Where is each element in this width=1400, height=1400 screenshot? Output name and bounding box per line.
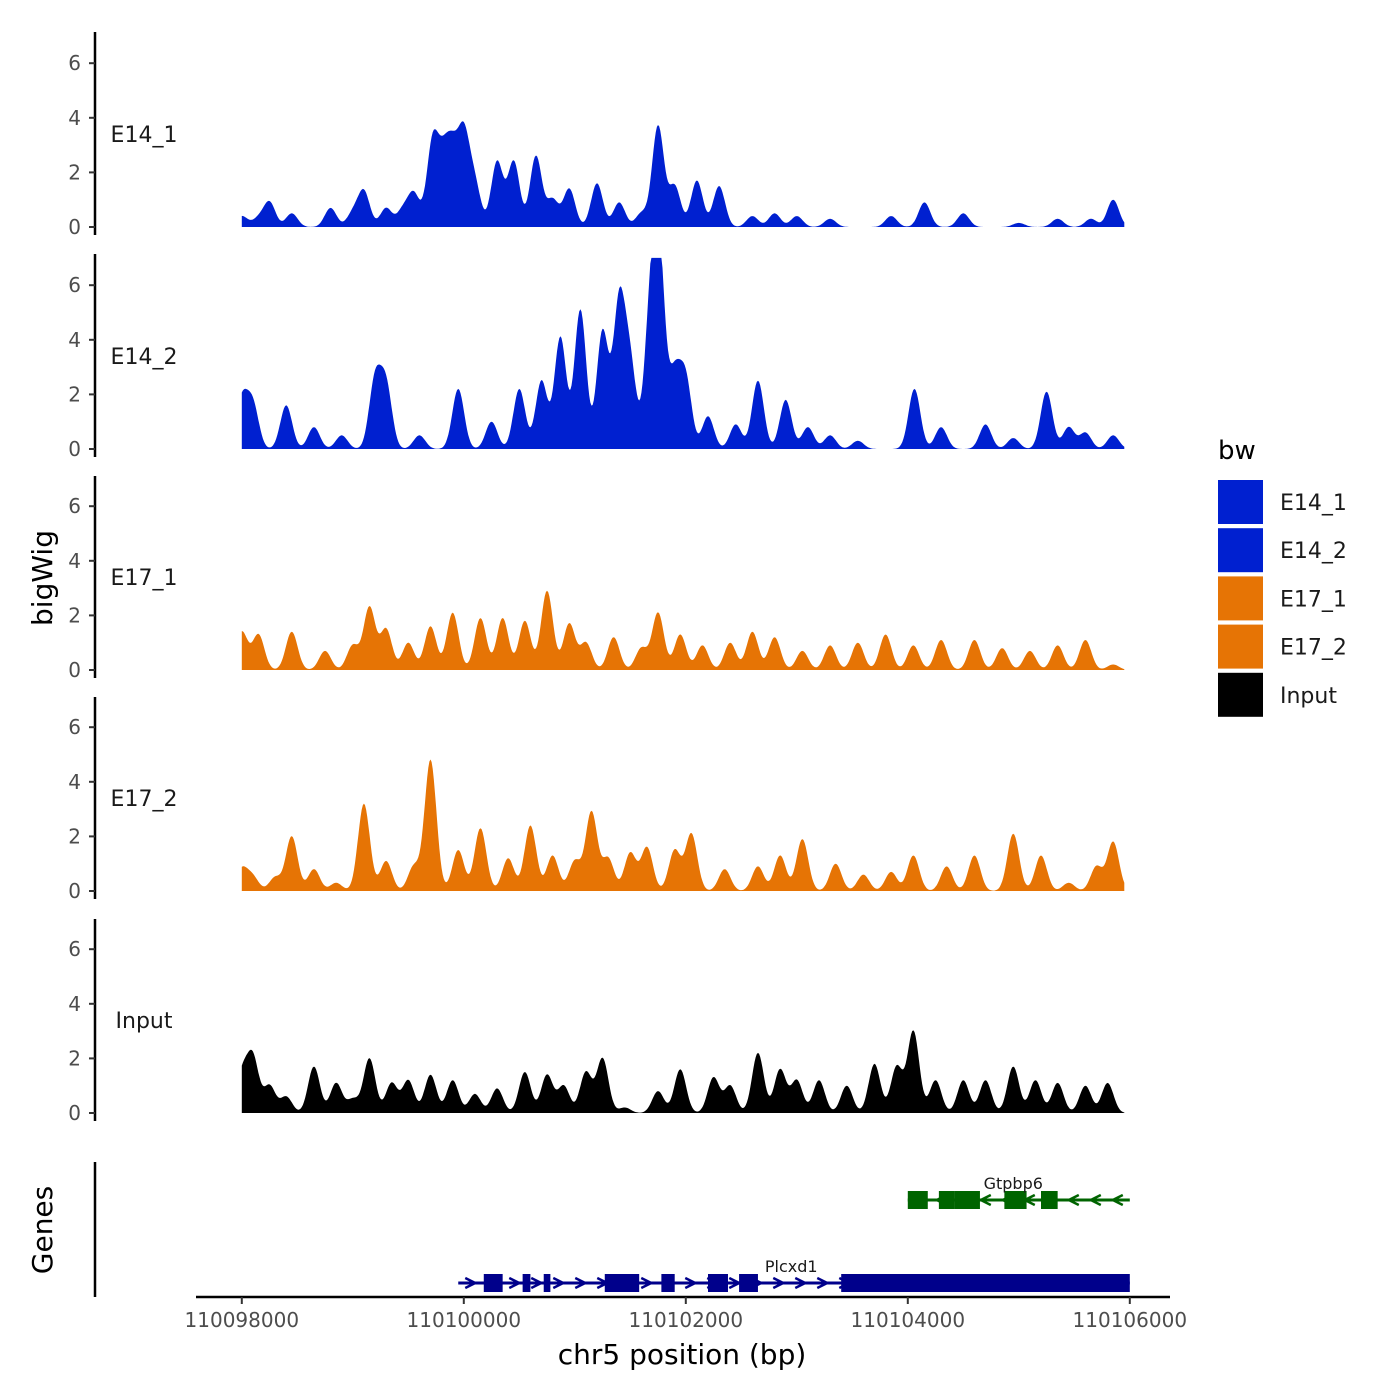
track-label-E17_1: E17_1 xyxy=(111,566,178,591)
y-tick-label: 6 xyxy=(68,715,81,739)
y-tick-label: 0 xyxy=(68,1101,81,1125)
strand-chevron xyxy=(794,1276,809,1290)
strand-chevron xyxy=(508,1276,523,1290)
gene-track: Gtpbp6 Plcxd1 xyxy=(93,1162,1130,1297)
strand-chevron xyxy=(1088,1193,1102,1207)
y-axis-title: bigWig xyxy=(26,530,59,626)
track-label-E14_2: E14_2 xyxy=(111,345,178,370)
gene-exon xyxy=(543,1274,551,1292)
signal-area-E17_1 xyxy=(241,590,1125,670)
strand-chevron xyxy=(1066,1193,1080,1207)
legend-swatch-E17_1 xyxy=(1218,576,1263,621)
signal-area-E17_2 xyxy=(241,759,1125,891)
track-panel-E17_2: 0 2 4 6 E17_2 xyxy=(68,697,1125,903)
x-axis: 110098000 110100000 110102000 110104000 1101… xyxy=(185,1295,1188,1332)
y-tick-label: 6 xyxy=(68,273,81,297)
y-tick-label: 0 xyxy=(68,879,81,903)
gene-exon xyxy=(1041,1191,1058,1209)
strand-chevron xyxy=(640,1276,655,1290)
y-tick-label: 0 xyxy=(68,437,81,461)
x-axis-title: chr5 position (bp) xyxy=(558,1338,807,1371)
strand-chevron xyxy=(530,1276,545,1290)
strand-chevron xyxy=(1110,1193,1124,1207)
strand-chevron xyxy=(978,1193,992,1207)
track-label-E14_1: E14_1 xyxy=(111,123,178,148)
y-tick-label: 2 xyxy=(68,382,81,406)
gene-exon xyxy=(483,1274,503,1292)
track-panel-E17_1: 0 2 4 6 E17_1 xyxy=(68,476,1125,682)
x-tick-label: 110104000 xyxy=(851,1308,966,1332)
y-tick-label: 6 xyxy=(68,494,81,518)
legend-swatch-E17_2 xyxy=(1218,624,1263,669)
x-tick-label: 110098000 xyxy=(185,1308,300,1332)
legend-label-E17_1: E17_1 xyxy=(1280,587,1347,612)
genes-track-title: Genes xyxy=(26,1186,59,1274)
y-tick-label: 0 xyxy=(68,658,81,682)
x-tick-label: 110106000 xyxy=(1073,1308,1188,1332)
gene-Gtpbp6: Gtpbp6 xyxy=(907,1174,1130,1209)
track-panel-Input: 0 2 4 6 Input xyxy=(68,919,1125,1125)
y-tick-label: 4 xyxy=(68,992,81,1016)
legend-label-E14_2: E14_2 xyxy=(1280,539,1347,564)
signal-area-E14_2 xyxy=(241,257,1125,449)
y-tick-label: 4 xyxy=(68,770,81,794)
legend: bw E14_1 E14_2 E17_1 E17_2 Input xyxy=(1218,436,1347,717)
y-tick-label: 0 xyxy=(68,215,81,239)
y-tick-label: 4 xyxy=(68,106,81,130)
strand-chevron xyxy=(772,1276,787,1290)
gene-exon xyxy=(739,1274,758,1292)
y-tick-label: 2 xyxy=(68,1046,81,1070)
x-tick-label: 110102000 xyxy=(629,1308,744,1332)
y-tick-label: 6 xyxy=(68,937,81,961)
signal-tracks: 0 2 4 6 E14_1 0 2 4 6 E14_2 0 2 4 6 E17_1 0 2 4 6 E17_2 0 2 4 6… xyxy=(68,32,1125,1125)
gene-exon xyxy=(841,1274,1130,1292)
legend-swatch-E14_1 xyxy=(1218,480,1263,524)
legend-title: bw xyxy=(1218,436,1256,466)
gene-exon xyxy=(708,1274,728,1292)
gene-exon xyxy=(604,1274,640,1292)
strand-chevron xyxy=(684,1276,699,1290)
legend-swatch-Input xyxy=(1218,672,1263,717)
y-tick-label: 4 xyxy=(68,328,81,352)
y-tick-label: 2 xyxy=(68,824,81,848)
strand-chevron xyxy=(464,1276,479,1290)
gene-exon xyxy=(938,1191,955,1209)
gene-exon xyxy=(522,1274,531,1292)
gene-label-Plcxd1: Plcxd1 xyxy=(765,1257,818,1276)
y-tick-label: 6 xyxy=(68,51,81,75)
track-panel-E14_1: 0 2 4 6 E14_1 xyxy=(68,32,1125,239)
legend-label-E17_2: E17_2 xyxy=(1280,636,1347,661)
gene-exon xyxy=(954,1191,980,1209)
legend-label-E14_1: E14_1 xyxy=(1280,491,1347,516)
legend-swatch-E14_2 xyxy=(1218,528,1263,573)
gene-exon xyxy=(907,1191,928,1209)
strand-chevron xyxy=(574,1276,589,1290)
signal-area-Input xyxy=(241,1030,1125,1113)
y-tick-label: 4 xyxy=(68,549,81,573)
legend-label-Input: Input xyxy=(1280,684,1337,709)
strand-chevron xyxy=(816,1276,831,1290)
track-label-Input: Input xyxy=(116,1009,173,1034)
x-tick-label: 110100000 xyxy=(407,1308,522,1332)
track-label-E17_2: E17_2 xyxy=(111,787,178,812)
y-tick-label: 2 xyxy=(68,603,81,627)
gene-exon xyxy=(661,1274,675,1292)
track-panel-E14_2: 0 2 4 6 E14_2 xyxy=(68,254,1125,461)
strand-chevron xyxy=(552,1276,567,1290)
signal-area-E14_1 xyxy=(241,121,1125,227)
gene-label-Gtpbp6: Gtpbp6 xyxy=(984,1174,1043,1193)
gene-Plcxd1: Plcxd1 xyxy=(458,1257,1130,1292)
y-tick-label: 2 xyxy=(68,160,81,184)
gene-exon xyxy=(1004,1191,1027,1209)
